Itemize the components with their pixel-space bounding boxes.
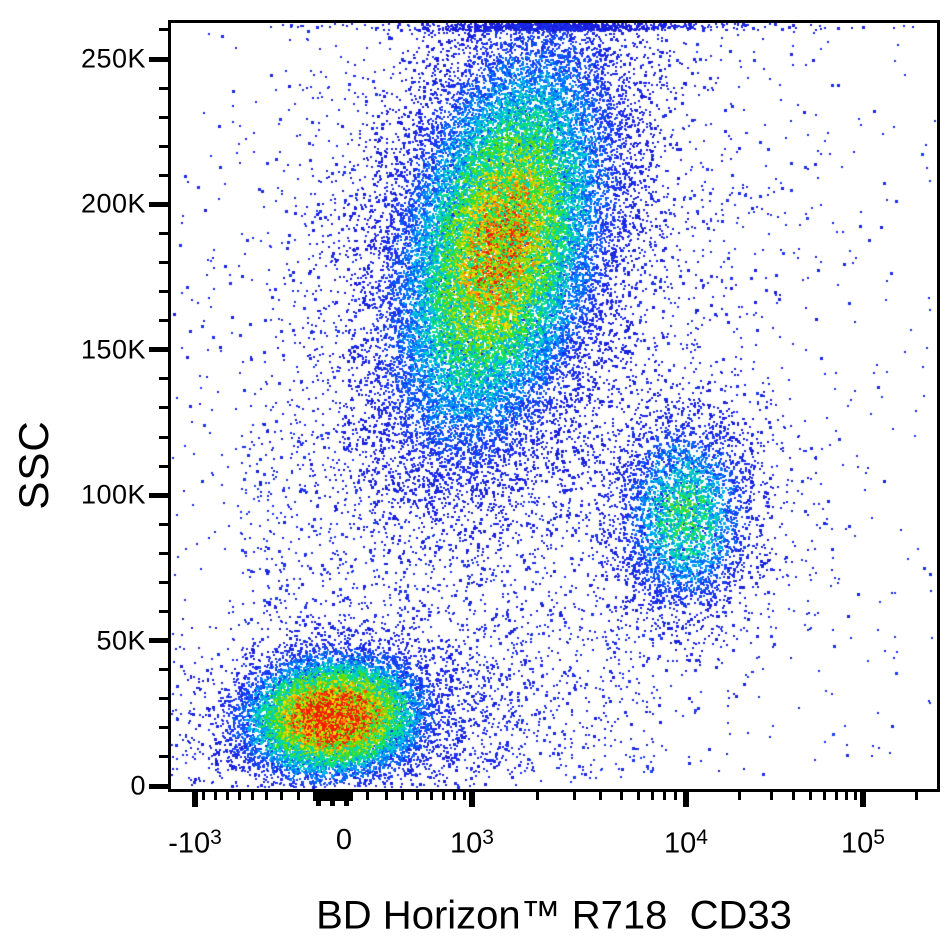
x-tick-label-exponent: 3 xyxy=(482,826,494,849)
x-tick-label-base: 0 xyxy=(335,824,353,856)
x-tick-minor xyxy=(822,792,826,800)
x-tick-minor xyxy=(844,792,848,800)
x-tick-minor xyxy=(853,792,857,800)
x-tick-label-exponent: 4 xyxy=(696,826,708,849)
x-tick-label-exponent: 3 xyxy=(210,826,222,849)
y-tick-label: 50K xyxy=(96,625,146,656)
x-tick-minor xyxy=(914,792,918,800)
x-tick-minor xyxy=(400,792,404,800)
x-tick-minor xyxy=(737,792,741,800)
x-tick-minor xyxy=(213,792,217,800)
x-tick-minor xyxy=(673,792,677,800)
x-tick-minor xyxy=(769,792,773,800)
y-tick-label: 0 xyxy=(130,770,146,801)
x-tick-near-zero xyxy=(315,792,321,806)
x-tick-label: -103 xyxy=(168,824,222,861)
y-tick-label: 250K xyxy=(80,43,146,74)
x-tick-minor xyxy=(662,792,666,800)
x-tick-minor xyxy=(636,792,640,800)
x-tick-minor xyxy=(279,792,283,800)
x-tick-minor xyxy=(201,792,205,800)
density-dot-canvas xyxy=(171,23,937,789)
x-tick-minor xyxy=(264,792,268,800)
x-tick-minor xyxy=(535,792,539,800)
x-tick-minor xyxy=(225,792,229,800)
x-tick-label-exponent: 5 xyxy=(873,826,885,849)
x-tick-minor xyxy=(650,792,654,800)
x-tick-minor xyxy=(808,792,812,800)
x-tick-minor xyxy=(462,792,466,800)
x-tick-minor xyxy=(237,792,241,800)
x-tick-minor xyxy=(834,792,838,800)
x-tick-label-base: 10 xyxy=(664,827,697,860)
x-tick-label: 105 xyxy=(841,824,885,861)
x-tick-minor xyxy=(441,792,445,800)
x-tick-minor xyxy=(619,792,623,800)
x-tick-label-base: 10 xyxy=(841,827,874,860)
x-tick-near-zero xyxy=(343,792,349,806)
plot-area xyxy=(168,20,940,792)
x-tick-label: 104 xyxy=(664,824,708,861)
x-tick-minor xyxy=(572,792,576,800)
x-tick-near-zero xyxy=(329,792,335,806)
x-tick-minor xyxy=(365,792,369,800)
x-tick-minor xyxy=(791,792,795,800)
x-tick-zero-blob xyxy=(313,792,353,801)
x-tick xyxy=(683,792,689,807)
x-tick-minor xyxy=(384,792,388,800)
y-tick-label: 150K xyxy=(80,334,146,365)
x-tick-label-base: 10 xyxy=(450,827,483,860)
x-tick-label-base: -10 xyxy=(168,827,211,860)
x-tick xyxy=(860,792,866,807)
x-tick-label: 0 xyxy=(336,824,352,857)
x-tick-minor xyxy=(598,792,602,800)
x-tick-minor xyxy=(296,792,300,800)
x-tick xyxy=(192,792,198,807)
x-tick-label: 103 xyxy=(450,824,494,861)
x-tick-minor xyxy=(429,792,433,800)
x-axis-title: BD Horizon™ R718 CD33 xyxy=(316,893,792,938)
x-tick-minor xyxy=(415,792,419,800)
x-tick-minor xyxy=(452,792,456,800)
x-tick-minor xyxy=(250,792,254,800)
y-tick-label: 200K xyxy=(80,188,146,219)
x-tick xyxy=(469,792,475,807)
y-axis-title: SSC xyxy=(10,420,57,510)
